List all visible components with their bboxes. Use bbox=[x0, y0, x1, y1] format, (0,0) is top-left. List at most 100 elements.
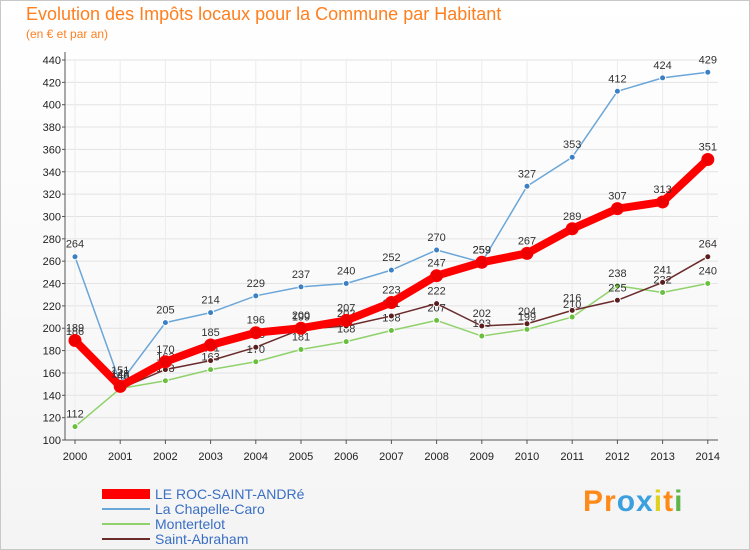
data-label-la-chapelle-caro: 237 bbox=[292, 269, 310, 281]
logo-letter: i bbox=[674, 485, 684, 518]
data-label-montertelot: 181 bbox=[292, 331, 310, 343]
y-tick-label: 340 bbox=[43, 167, 61, 179]
data-label-le-roc-saint-andr: 200 bbox=[292, 310, 310, 322]
y-tick-label: 240 bbox=[43, 279, 61, 291]
legend-label-saint-abraham: Saint-Abraham bbox=[155, 531, 248, 547]
y-tick-label: 420 bbox=[43, 77, 61, 89]
data-label-montertelot: 199 bbox=[518, 311, 536, 323]
data-point-le-roc-saint-andr bbox=[701, 152, 715, 166]
data-point-le-roc-saint-andr bbox=[294, 321, 308, 335]
x-tick-label: 2013 bbox=[650, 451, 674, 463]
x-tick-label: 2005 bbox=[289, 451, 313, 463]
data-point-saint-abraham bbox=[252, 343, 260, 351]
data-point-la-chapelle-caro bbox=[71, 253, 79, 261]
data-point-le-roc-saint-andr bbox=[475, 255, 489, 269]
data-point-le-roc-saint-andr bbox=[113, 379, 127, 393]
data-point-le-roc-saint-andr bbox=[158, 355, 172, 369]
legend-label-montertelot: Montertelot bbox=[155, 516, 225, 532]
x-tick-label: 2001 bbox=[108, 451, 132, 463]
data-label-montertelot: 112 bbox=[66, 409, 84, 421]
y-tick-label: 200 bbox=[43, 323, 61, 335]
data-label-la-chapelle-caro: 353 bbox=[563, 139, 581, 151]
data-label-saint-abraham: 225 bbox=[608, 282, 626, 294]
chart-subtitle: (en € et par an) bbox=[26, 27, 109, 41]
y-tick-label: 440 bbox=[43, 55, 61, 67]
data-point-le-roc-saint-andr bbox=[384, 296, 398, 310]
data-label-la-chapelle-caro: 327 bbox=[518, 168, 536, 180]
data-label-la-chapelle-caro: 270 bbox=[427, 232, 445, 244]
data-point-saint-abraham bbox=[659, 278, 667, 286]
x-tick-label: 2008 bbox=[424, 451, 448, 463]
data-point-la-chapelle-caro bbox=[252, 292, 260, 300]
data-point-montertelot bbox=[252, 358, 260, 366]
data-label-la-chapelle-caro: 205 bbox=[156, 305, 174, 317]
data-point-la-chapelle-caro bbox=[659, 74, 667, 82]
x-tick-label: 2002 bbox=[153, 451, 177, 463]
data-label-montertelot: 240 bbox=[699, 266, 717, 278]
data-point-saint-abraham bbox=[387, 312, 395, 320]
data-label-le-roc-saint-andr: 313 bbox=[653, 184, 671, 196]
logo-letter: P bbox=[583, 485, 605, 518]
data-label-la-chapelle-caro: 252 bbox=[382, 252, 400, 264]
y-tick-label: 220 bbox=[43, 301, 61, 313]
data-point-le-roc-saint-andr bbox=[68, 334, 82, 348]
x-tick-label: 2004 bbox=[244, 451, 268, 463]
y-tick-label: 160 bbox=[43, 368, 61, 380]
x-tick-label: 2003 bbox=[198, 451, 222, 463]
data-label-la-chapelle-caro: 151 bbox=[111, 365, 129, 377]
data-point-le-roc-saint-andr bbox=[339, 313, 353, 327]
data-point-la-chapelle-caro bbox=[704, 68, 712, 76]
data-point-saint-abraham bbox=[207, 357, 215, 365]
x-tick-label: 2006 bbox=[334, 451, 358, 463]
data-point-la-chapelle-caro bbox=[387, 266, 395, 274]
y-tick-label: 280 bbox=[43, 234, 61, 246]
data-label-le-roc-saint-andr: 247 bbox=[427, 258, 445, 270]
y-tick-label: 360 bbox=[43, 144, 61, 156]
y-tick-label: 100 bbox=[43, 435, 61, 447]
data-label-le-roc-saint-andr: 289 bbox=[563, 211, 581, 223]
data-point-montertelot bbox=[478, 332, 486, 340]
data-point-montertelot bbox=[387, 326, 395, 334]
data-point-la-chapelle-caro bbox=[207, 309, 215, 317]
logo-letter: i bbox=[653, 485, 664, 518]
data-label-montertelot: 238 bbox=[608, 268, 626, 280]
data-point-la-chapelle-caro bbox=[523, 182, 531, 190]
data-point-la-chapelle-caro bbox=[297, 283, 305, 291]
data-label-le-roc-saint-andr: 189 bbox=[66, 323, 84, 335]
data-label-saint-abraham: 199 bbox=[292, 311, 310, 323]
data-point-la-chapelle-caro bbox=[433, 246, 441, 254]
data-point-saint-abraham bbox=[568, 306, 576, 314]
logo-letter: t bbox=[663, 485, 675, 518]
data-label-saint-abraham: 186 bbox=[66, 326, 84, 338]
data-label-saint-abraham: 202 bbox=[473, 308, 491, 320]
data-label-le-roc-saint-andr: 196 bbox=[247, 315, 265, 327]
data-point-montertelot bbox=[433, 316, 441, 324]
data-point-montertelot bbox=[704, 280, 712, 288]
legend-label-le-roc-saint-andr: LE ROC-SAINT-ANDRé bbox=[155, 486, 305, 502]
data-point-le-roc-saint-andr bbox=[565, 222, 579, 236]
data-label-le-roc-saint-andr: 148 bbox=[111, 368, 129, 380]
logo-letter: x bbox=[636, 485, 654, 518]
y-tick-label: 120 bbox=[43, 413, 61, 425]
y-tick-label: 380 bbox=[43, 122, 61, 134]
x-tick-label: 2000 bbox=[63, 451, 87, 463]
logo-letter: o bbox=[616, 485, 637, 518]
data-label-saint-abraham: 241 bbox=[653, 264, 671, 276]
data-point-montertelot bbox=[342, 338, 350, 346]
data-point-montertelot bbox=[161, 377, 169, 385]
data-point-le-roc-saint-andr bbox=[520, 246, 534, 260]
data-label-le-roc-saint-andr: 267 bbox=[518, 235, 536, 247]
legend-label-la-chapelle-caro: La Chapelle-Caro bbox=[155, 501, 265, 517]
data-label-montertelot: 210 bbox=[563, 299, 581, 311]
data-point-la-chapelle-caro bbox=[342, 280, 350, 288]
data-label-le-roc-saint-andr: 259 bbox=[473, 244, 491, 256]
data-label-saint-abraham: 216 bbox=[563, 292, 581, 304]
logo-letter: r bbox=[604, 485, 617, 518]
data-label-saint-abraham: 222 bbox=[427, 286, 445, 298]
data-point-montertelot bbox=[297, 345, 305, 353]
chart-title: Evolution des Impôts locaux pour la Comm… bbox=[26, 4, 502, 24]
y-tick-label: 180 bbox=[43, 346, 61, 358]
data-label-la-chapelle-caro: 429 bbox=[699, 54, 717, 66]
x-tick-label: 2009 bbox=[470, 451, 494, 463]
